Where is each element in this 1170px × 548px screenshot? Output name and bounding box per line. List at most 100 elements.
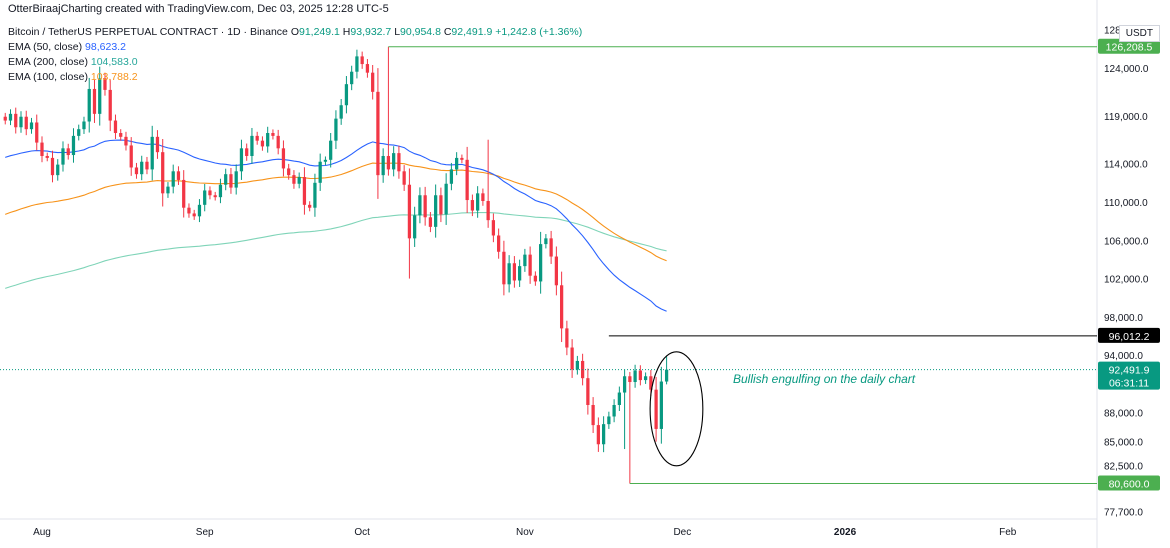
candle-body xyxy=(549,238,553,257)
candle xyxy=(376,68,380,199)
candle-body xyxy=(329,140,333,160)
candle-body xyxy=(355,56,359,72)
candle-body xyxy=(50,157,55,176)
candle xyxy=(329,133,333,168)
candle-body xyxy=(145,161,149,170)
candle xyxy=(481,188,485,206)
x-tick-label: 2026 xyxy=(834,527,857,538)
ema200-value: 104,583.0 xyxy=(90,56,138,68)
candle-body xyxy=(87,88,91,122)
candle-body xyxy=(360,56,364,65)
ema200-label: EMA (200, close) xyxy=(8,56,88,68)
candle-body xyxy=(334,118,338,141)
candle xyxy=(360,51,364,69)
y-tick-label: 82,500.0 xyxy=(1104,461,1143,472)
candle-body xyxy=(224,174,228,185)
candle-body xyxy=(350,71,354,85)
candle-body xyxy=(397,153,401,172)
candle-body xyxy=(71,135,76,156)
candle xyxy=(465,146,469,213)
candle xyxy=(565,320,569,356)
y-tick-label: 77,700.0 xyxy=(1104,507,1143,518)
candle-body xyxy=(92,88,97,114)
y-tick-label: 94,000.0 xyxy=(1104,351,1143,362)
candle xyxy=(455,152,459,176)
candle xyxy=(617,386,621,411)
candle xyxy=(633,364,637,388)
candle-body xyxy=(654,389,658,429)
candle xyxy=(218,178,223,204)
candle xyxy=(87,77,91,133)
candle-body xyxy=(82,121,86,130)
candle xyxy=(407,168,412,279)
candle-body xyxy=(476,193,480,211)
candle-body xyxy=(649,376,653,390)
ema50-value: 98,623.2 xyxy=(85,41,126,53)
candle xyxy=(119,129,123,141)
candle-body xyxy=(575,360,579,370)
candle-body xyxy=(533,275,538,282)
candle xyxy=(591,397,595,434)
ema50-legend[interactable]: EMA (50, close) 98,623.2 xyxy=(8,41,126,53)
candle xyxy=(444,173,448,225)
candle-body xyxy=(612,404,616,417)
candle xyxy=(607,411,611,429)
candle-body xyxy=(434,195,438,227)
candle-body xyxy=(497,235,501,252)
candle xyxy=(297,172,301,189)
candle xyxy=(140,155,144,181)
candle xyxy=(628,371,632,484)
candle-body xyxy=(607,416,611,425)
candle-body xyxy=(481,193,485,202)
candle xyxy=(276,129,280,155)
candle xyxy=(428,212,433,233)
candle-body xyxy=(371,72,375,92)
candle-body xyxy=(486,201,490,221)
ema200-line xyxy=(5,211,667,289)
candle-body xyxy=(35,122,39,143)
candle xyxy=(570,339,574,378)
candle xyxy=(544,234,548,249)
candle-body xyxy=(239,148,244,172)
y-tick-label: 106,000.0 xyxy=(1104,236,1149,247)
candle-body xyxy=(554,256,559,286)
candle-body xyxy=(40,142,44,156)
x-tick-label: Feb xyxy=(999,527,1017,538)
candle xyxy=(35,114,39,151)
candle-body xyxy=(323,159,328,162)
candle-body xyxy=(339,105,343,119)
candle xyxy=(386,46,391,176)
candle-body xyxy=(449,169,454,184)
x-tick-label: Dec xyxy=(673,527,691,538)
candle xyxy=(192,209,196,220)
candle-body xyxy=(119,133,123,137)
level-tag xyxy=(1098,327,1160,343)
candle-body xyxy=(570,347,574,370)
currency-button[interactable]: USDT xyxy=(1118,25,1160,42)
candle xyxy=(518,259,522,287)
last-price-label: 92,491.9 xyxy=(1109,365,1150,377)
annotation-text: Bullish engulfing on the daily chart xyxy=(733,372,916,386)
candle-body xyxy=(234,171,238,188)
candle-body xyxy=(591,404,595,426)
candle-body xyxy=(187,207,191,214)
candle xyxy=(355,49,359,79)
y-tick-label: 102,000.0 xyxy=(1104,275,1149,286)
candle-body xyxy=(113,120,118,134)
candle xyxy=(129,137,133,176)
candle xyxy=(586,368,590,415)
candle xyxy=(365,59,370,78)
candle-body xyxy=(622,376,627,393)
ema100-legend[interactable]: EMA (100, close) 103,788.2 xyxy=(8,71,138,83)
candle xyxy=(176,166,181,185)
candle xyxy=(549,230,553,264)
candle-body xyxy=(386,155,391,170)
candle xyxy=(596,417,600,452)
candle xyxy=(103,72,107,96)
candle-body xyxy=(423,195,427,218)
candle-body xyxy=(465,159,469,201)
candle-body xyxy=(381,155,385,176)
candle-body xyxy=(197,204,202,217)
ema200-legend[interactable]: EMA (200, close) 104,583.0 xyxy=(8,56,138,68)
